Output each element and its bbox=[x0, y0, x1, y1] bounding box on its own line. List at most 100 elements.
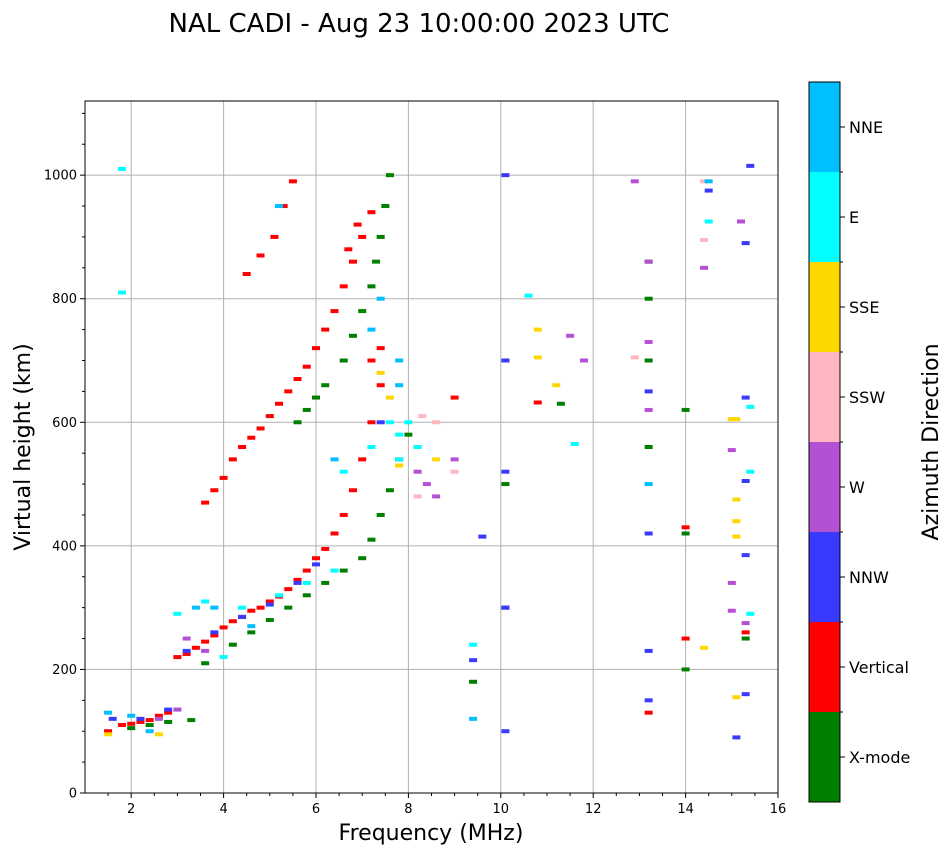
data-point-vertical bbox=[228, 619, 237, 624]
data-point-vertical bbox=[242, 272, 251, 276]
x-axis-ticks: 2 4 6 8 10 12 14 16 bbox=[107, 793, 787, 817]
data-point-e bbox=[746, 469, 755, 474]
data-point-vertical bbox=[182, 651, 191, 656]
data-point-e bbox=[413, 445, 422, 449]
data-point-vertical bbox=[265, 599, 274, 604]
data-point-sse bbox=[552, 383, 561, 388]
x-axis-label: Frequency (MHz) bbox=[339, 821, 524, 846]
data-point-x-mode bbox=[201, 661, 210, 666]
x-tick-label: 8 bbox=[404, 802, 412, 817]
data-point-sse bbox=[533, 355, 542, 360]
data-point-nnw bbox=[732, 735, 741, 740]
data-point-vertical bbox=[344, 247, 353, 252]
colorbar-swatch bbox=[809, 352, 840, 442]
data-point-w bbox=[727, 608, 736, 613]
y-axis-ticks: 0 200 400 600 800 1000 bbox=[44, 112, 85, 802]
data-point-vertical bbox=[330, 531, 339, 536]
colorbar-swatch bbox=[809, 712, 840, 802]
data-point-nnw bbox=[501, 358, 510, 363]
data-point-x-mode bbox=[644, 296, 653, 301]
y-tick-label: 200 bbox=[52, 663, 77, 678]
data-point-x-mode bbox=[145, 723, 154, 728]
data-point-vertical bbox=[330, 309, 339, 314]
colorbar-tick-label: W bbox=[849, 478, 865, 497]
data-point-vertical bbox=[284, 389, 293, 394]
data-point-sse bbox=[732, 417, 741, 422]
data-point-vertical bbox=[256, 253, 265, 258]
data-point-x-mode bbox=[381, 204, 390, 209]
colorbar-swatch bbox=[809, 262, 840, 352]
data-point-vertical bbox=[270, 234, 279, 239]
data-point-vertical bbox=[358, 457, 367, 462]
data-point-sse bbox=[700, 645, 709, 650]
data-point-ssw bbox=[418, 414, 427, 419]
data-point-vertical bbox=[275, 401, 284, 406]
data-point-nnw bbox=[312, 562, 320, 567]
data-point-x-mode bbox=[367, 284, 376, 289]
data-point-sse bbox=[432, 457, 441, 462]
chart-title: NAL CADI - Aug 23 10:00:00 2023 UTC bbox=[169, 9, 670, 39]
data-point-nnw bbox=[469, 658, 478, 663]
data-point-nne bbox=[275, 204, 284, 209]
data-point-sse bbox=[732, 519, 741, 524]
x-tick-label: 16 bbox=[770, 802, 787, 817]
data-point-nnw bbox=[182, 648, 191, 653]
data-point-nnw bbox=[741, 241, 750, 246]
colorbar-label: Azimuth Direction bbox=[919, 343, 944, 540]
data-point-nnw bbox=[501, 173, 510, 178]
data-point-x-mode bbox=[247, 630, 256, 635]
data-point-vertical bbox=[117, 723, 126, 728]
data-point-nne bbox=[644, 482, 653, 487]
data-point-e bbox=[746, 611, 755, 616]
data-point-e bbox=[395, 457, 404, 462]
colorbar-tick-label: NNE bbox=[849, 118, 883, 137]
data-point-vertical bbox=[312, 346, 320, 351]
data-point-vertical bbox=[376, 383, 385, 388]
data-point-vertical bbox=[104, 729, 113, 734]
data-point-w bbox=[422, 482, 431, 487]
data-point-x-mode bbox=[681, 667, 690, 672]
data-point-vertical bbox=[681, 636, 690, 641]
y-tick-label: 1000 bbox=[44, 169, 77, 184]
data-point-e bbox=[395, 432, 404, 437]
plot-frame bbox=[84, 100, 779, 794]
data-point-x-mode bbox=[293, 420, 302, 425]
data-point-w bbox=[154, 716, 163, 721]
data-point-x-mode bbox=[228, 642, 237, 647]
colorbar-tick-label: E bbox=[849, 208, 859, 227]
data-point-w bbox=[700, 265, 709, 270]
data-point-nne bbox=[247, 624, 256, 629]
data-point-vertical bbox=[256, 605, 265, 610]
data-point-e bbox=[173, 611, 182, 616]
data-point-vertical bbox=[265, 414, 274, 419]
data-point-sse bbox=[395, 463, 404, 468]
data-point-nnw bbox=[108, 716, 117, 721]
data-point-w bbox=[644, 259, 653, 264]
data-point-x-mode bbox=[302, 593, 311, 598]
data-point-vertical bbox=[127, 721, 136, 726]
data-point-nne bbox=[395, 358, 404, 363]
data-point-vertical bbox=[219, 475, 228, 480]
data-point-x-mode bbox=[367, 537, 376, 542]
data-point-nne bbox=[395, 383, 404, 388]
data-point-w bbox=[432, 494, 441, 499]
data-point-vertical bbox=[348, 259, 357, 264]
data-point-nnw bbox=[746, 163, 755, 168]
data-point-x-mode bbox=[284, 605, 293, 610]
data-point-sse bbox=[376, 370, 385, 375]
data-point-x-mode bbox=[339, 568, 348, 573]
data-point-nnw bbox=[741, 395, 750, 400]
data-point-nne bbox=[367, 327, 376, 332]
data-point-ssw bbox=[700, 238, 709, 243]
data-point-x-mode bbox=[321, 383, 330, 388]
data-point-vertical bbox=[136, 719, 145, 724]
data-point-e bbox=[367, 445, 376, 449]
data-point-nne bbox=[210, 605, 219, 610]
data-point-vertical bbox=[145, 718, 154, 723]
colorbar-tick-label: Vertical bbox=[849, 658, 909, 677]
data-point-nne bbox=[104, 710, 113, 715]
data-point-w bbox=[727, 448, 736, 453]
data-point-vertical bbox=[279, 204, 288, 209]
data-point-x-mode bbox=[127, 726, 136, 731]
